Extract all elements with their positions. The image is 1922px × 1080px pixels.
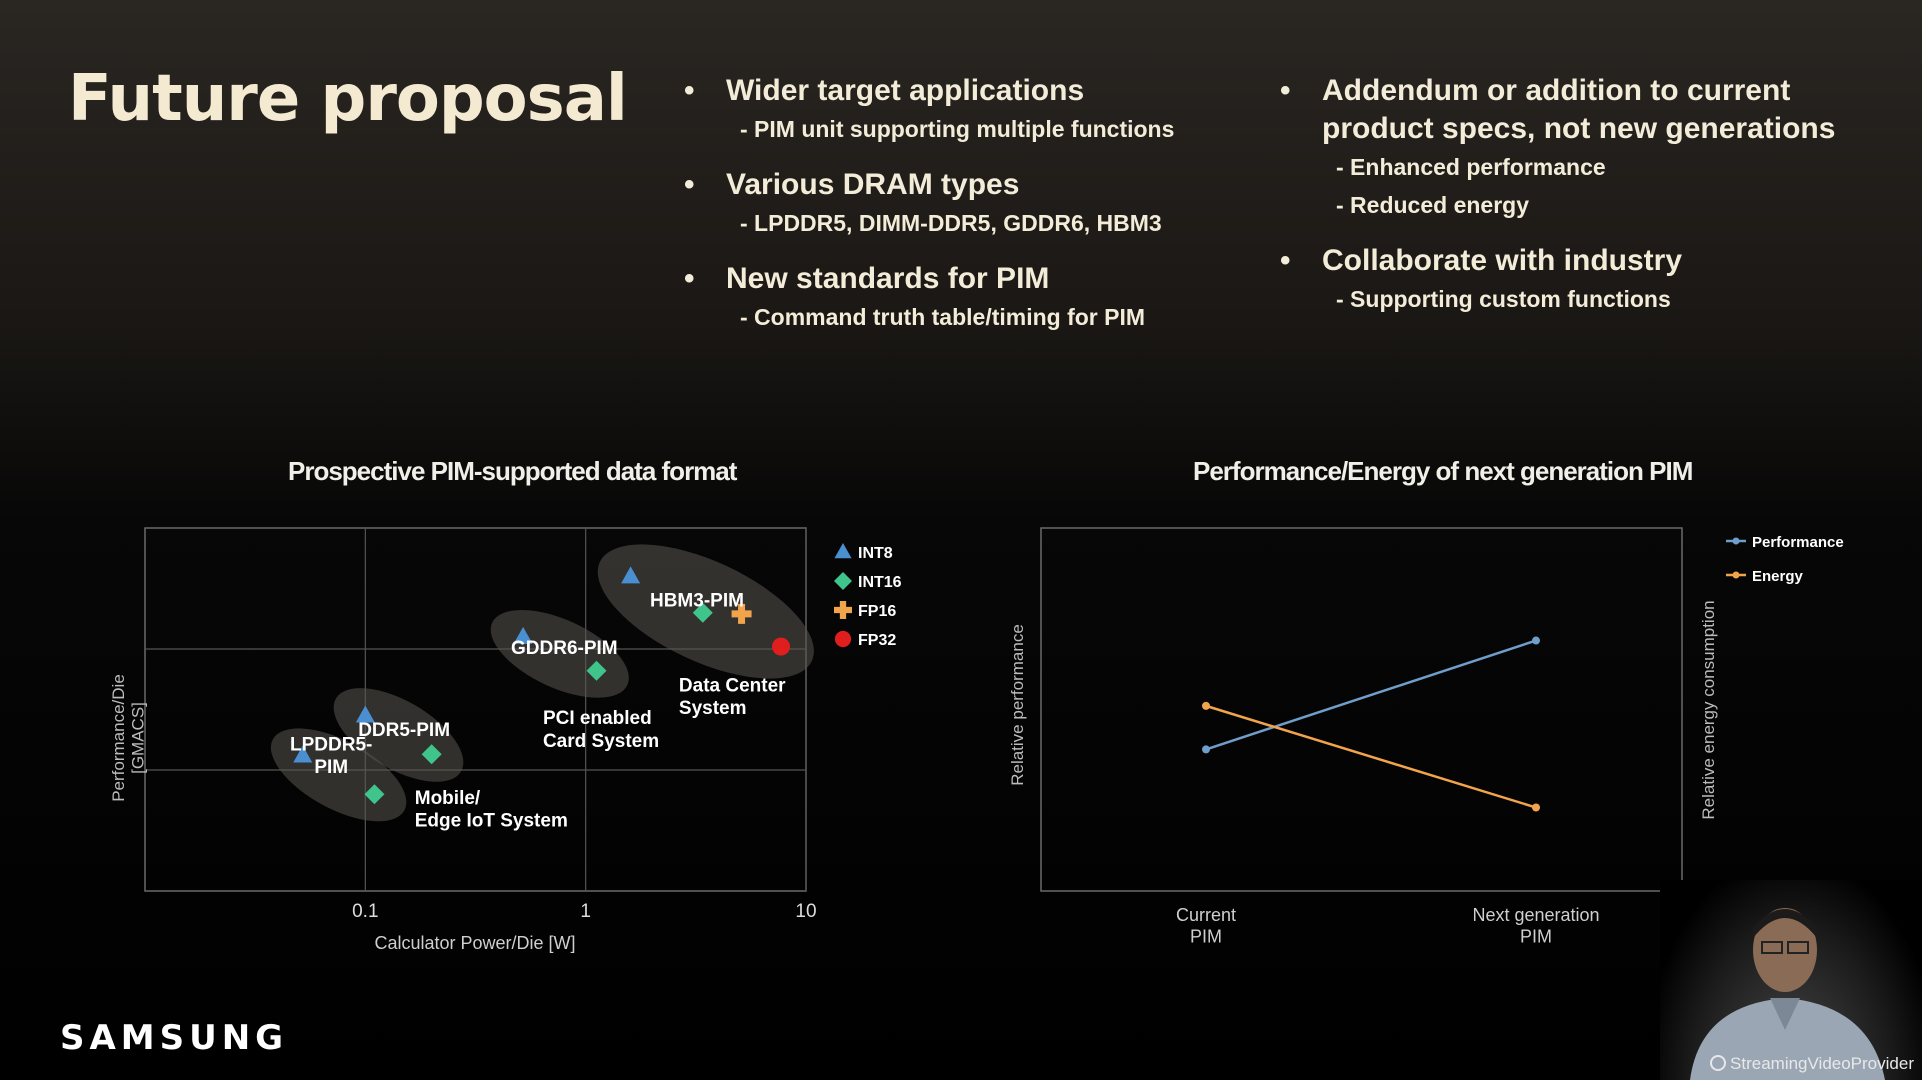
bullet-subitem: - Enhanced performance <box>1336 154 1606 180</box>
legend-marker-int8 <box>834 543 852 559</box>
streaming-watermark: StreamingVideoProvider <box>1710 1054 1914 1074</box>
data-point-performance <box>1202 745 1210 754</box>
legend-marker-fp32 <box>834 630 852 648</box>
y-axis-label-right: Relative energy consumption <box>1699 600 1718 819</box>
bullet-subitem: - PIM unit supporting multiple functions <box>740 116 1175 142</box>
annotation-label-line: Mobile/ <box>415 788 481 809</box>
samsung-logo: SAMSUNG <box>60 1018 289 1058</box>
data-point-int8 <box>513 626 533 644</box>
cluster-label-line: HBM3-PIM <box>650 591 744 612</box>
chart-title-next-gen: Performance/Energy of next generation PI… <box>1193 456 1693 486</box>
presenter-icon <box>1690 908 1885 1080</box>
bullet-heading: Wider target applications <box>684 72 1284 110</box>
streaming-watermark-text: StreamingVideoProvider <box>1730 1054 1914 1073</box>
annotation-label-line: Card System <box>543 731 659 752</box>
data-point-fp16 <box>731 603 752 624</box>
legend-label: Energy <box>1752 568 1804 585</box>
cluster-label-line: LPDDR5- <box>290 734 372 755</box>
legend-marker-energy <box>1732 571 1740 579</box>
y-axis-label-line: [GMACS] <box>129 702 148 774</box>
annotation-label: Mobile/Edge IoT System <box>415 788 568 832</box>
data-point-int16 <box>421 744 442 765</box>
y-axis-label-left: Relative performance <box>1008 624 1027 786</box>
annotation-label-line: Data Center <box>679 675 786 696</box>
x-axis-label: Calculator Power/Die [W] <box>374 933 575 953</box>
bullet-item: Various DRAM types - LPDDR5, DIMM-DDR5, G… <box>684 166 1284 242</box>
bullet-heading-line: Addendum or addition to current <box>1322 74 1791 107</box>
data-point-int8 <box>621 566 641 584</box>
chart-title-data-format: Prospective PIM-supported data format <box>288 456 737 486</box>
cluster-label-line: PIM <box>314 757 348 778</box>
annotation-label: Data Center System <box>679 675 786 719</box>
bullet-subitem: - LPDDR5, DIMM-DDR5, GDDR6, HBM3 <box>740 210 1162 236</box>
y-axis-label-line: Performance/Die <box>109 674 128 802</box>
x-category-label: Next generation PIM <box>1472 905 1599 947</box>
x-category-label-line: PIM <box>1190 927 1222 947</box>
legend-marker-performance <box>1732 537 1740 545</box>
legend-marker-int16 <box>834 572 852 590</box>
y-axis-label: Performance/Die[GMACS] <box>109 674 148 802</box>
bullet-subitem: - Supporting custom functions <box>1336 286 1671 312</box>
bullet-heading: Various DRAM types <box>684 166 1284 204</box>
annotation-label-line: Edge IoT System <box>415 811 568 832</box>
cluster-label-line: DDR5-PIM <box>358 720 450 741</box>
annotation-label-line: PCI enabled <box>543 708 652 729</box>
bullet-heading-line: Collaborate with industry <box>1322 244 1683 277</box>
legend-label: FP32 <box>858 632 896 649</box>
legend-label: INT16 <box>858 574 902 591</box>
bullet-item: Collaborate with industry - Supporting cu… <box>1280 242 1840 318</box>
annotation-label-line: System <box>679 698 747 719</box>
x-category-label-line: PIM <box>1520 927 1552 947</box>
bullet-subitem: - Reduced energy <box>1336 192 1529 218</box>
bullet-heading: Addendum or addition to current product s… <box>1280 72 1840 148</box>
cluster-label: GDDR6-PIM <box>511 638 618 659</box>
bullet-heading-line: Wider target applications <box>726 74 1085 107</box>
data-point-energy <box>1202 701 1210 710</box>
x-tick-label: 1 <box>580 901 591 922</box>
slide-title: Future proposal <box>68 62 628 136</box>
x-tick-label: 10 <box>795 901 816 922</box>
plot-area-frame <box>1040 527 1683 892</box>
data-point-fp32 <box>771 637 790 656</box>
bullet-item: Addendum or addition to current product s… <box>1280 72 1840 224</box>
legend-label: INT8 <box>858 545 893 562</box>
data-point-int16 <box>364 784 385 805</box>
bullet-heading-line: product specs, not new generations <box>1322 112 1836 145</box>
data-point-int16 <box>586 660 607 681</box>
data-point-int8 <box>293 745 313 763</box>
cluster-label: DDR5-PIM <box>358 720 450 741</box>
bullet-subitem: - Command truth table/timing for PIM <box>740 304 1146 330</box>
streaming-logo-icon <box>1710 1055 1727 1071</box>
x-category-label-line: Current <box>1176 905 1236 925</box>
cluster-label: LPDDR5-PIM <box>290 734 372 778</box>
series-line-energy <box>1205 704 1537 809</box>
x-category-label-line: Next generation <box>1472 905 1599 925</box>
data-point-int16 <box>692 602 713 623</box>
cluster-label-line: GDDR6-PIM <box>511 638 618 659</box>
cluster-label: HBM3-PIM <box>650 591 744 612</box>
bullet-item: Wider target applications - PIM unit supp… <box>684 72 1284 148</box>
bullet-heading: Collaborate with industry <box>1280 242 1840 280</box>
bullet-list-right: Addendum or addition to current product s… <box>1280 72 1840 336</box>
legend-label: FP16 <box>858 603 896 620</box>
data-point-performance <box>1532 636 1540 645</box>
x-category-label: Current PIM <box>1176 905 1236 947</box>
bullet-heading: New standards for PIM <box>684 260 1284 298</box>
bullet-heading-line: New standards for PIM <box>726 262 1050 295</box>
bullet-list-left: Wider target applications - PIM unit supp… <box>684 72 1284 354</box>
annotation-label: PCI enabled Card System <box>543 708 659 752</box>
x-tick-label: 0.1 <box>352 901 378 922</box>
legend-label: Performance <box>1752 534 1844 551</box>
data-point-energy <box>1532 803 1540 812</box>
data-point-int8 <box>355 705 375 723</box>
bullet-heading-line: Various DRAM types <box>726 168 1020 201</box>
bullet-item: New standards for PIM - Command truth tab… <box>684 260 1284 336</box>
presenter-video-thumbnail: StreamingVideoProvider <box>1660 880 1922 1080</box>
legend-marker-fp16 <box>834 601 852 619</box>
series-line-performance <box>1205 639 1537 751</box>
